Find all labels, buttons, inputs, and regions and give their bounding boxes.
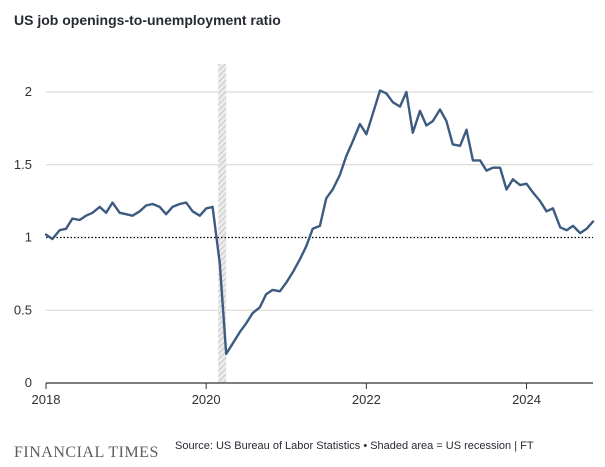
recession-band <box>218 64 227 383</box>
chart-title: US job openings-to-unemployment ratio <box>14 12 281 28</box>
y-tick-labels: 0 0.5 1 1.5 2 <box>14 84 32 390</box>
footer: FINANCIAL TIMES Source: US Bureau of Lab… <box>0 434 605 467</box>
x-tick-label: 2020 <box>192 392 221 407</box>
y-tick-label: 1.5 <box>14 157 32 172</box>
brand-logo-text: FINANCIAL TIMES <box>14 444 159 461</box>
source-note: Source: US Bureau of Labor Statistics • … <box>175 440 534 452</box>
series-layer <box>44 89 595 356</box>
x-axis <box>45 382 593 389</box>
y-tick-label: 1 <box>25 230 32 245</box>
recession-shading <box>218 64 227 383</box>
y-tick-label: 0 <box>25 375 32 390</box>
y-tick-label: 2 <box>25 84 32 99</box>
line-chart: 0 0.5 1 1.5 2 2018 2020 2022 2024 <box>14 64 595 407</box>
y-tick-label: 0.5 <box>14 302 32 317</box>
x-tick-label: 2022 <box>352 392 381 407</box>
x-tick-labels: 2018 2020 2022 2024 <box>32 392 541 407</box>
x-tick-label: 2024 <box>512 392 541 407</box>
x-tick-label: 2018 <box>32 392 61 407</box>
gridlines <box>46 91 593 311</box>
series-line <box>44 89 595 356</box>
